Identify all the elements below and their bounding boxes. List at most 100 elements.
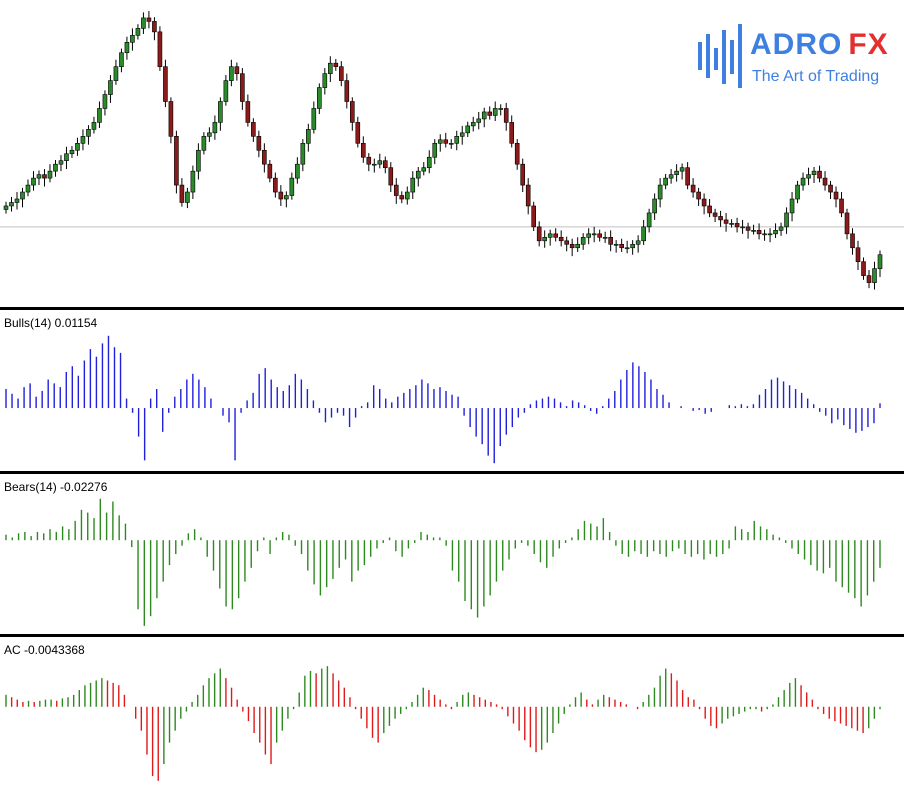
candle-body bbox=[597, 233, 602, 238]
candle-body bbox=[393, 184, 399, 196]
candle-body bbox=[454, 136, 460, 144]
pane-separator bbox=[0, 307, 904, 310]
candle-body bbox=[789, 198, 795, 214]
candle-body bbox=[668, 174, 674, 179]
candle-body bbox=[311, 108, 317, 130]
candle-body bbox=[36, 174, 42, 179]
candle-body bbox=[646, 212, 652, 228]
candle-body bbox=[251, 122, 256, 137]
candle-body bbox=[586, 233, 591, 238]
candle-body bbox=[141, 17, 146, 29]
candle-body bbox=[564, 240, 569, 245]
candle-body bbox=[602, 237, 608, 239]
candle-body bbox=[833, 191, 839, 200]
candle-body bbox=[86, 129, 91, 137]
candle-body bbox=[608, 237, 613, 245]
candle-body bbox=[811, 170, 817, 175]
candle-body bbox=[740, 226, 745, 229]
candle-body bbox=[344, 80, 350, 102]
candle-body bbox=[245, 101, 251, 123]
candle-body bbox=[174, 136, 179, 186]
candle-body bbox=[91, 122, 97, 130]
candle-body bbox=[723, 219, 729, 224]
candle-body bbox=[800, 177, 806, 186]
candle-body bbox=[443, 139, 449, 144]
bears-power-chart bbox=[5, 498, 881, 626]
candle-body bbox=[663, 177, 668, 186]
candle-body bbox=[547, 233, 553, 238]
candle-body bbox=[806, 174, 811, 179]
candle-body bbox=[855, 247, 861, 262]
candle-body bbox=[80, 136, 86, 144]
candle-body bbox=[9, 202, 14, 207]
candle-body bbox=[366, 156, 372, 165]
candle-body bbox=[273, 177, 278, 193]
candle-body bbox=[179, 184, 185, 203]
candle-body bbox=[306, 129, 311, 144]
logo-bars-icon bbox=[698, 24, 742, 88]
candle-body bbox=[839, 198, 844, 214]
bulls-label: Bulls(14) 0.01154 bbox=[4, 316, 98, 330]
candle-body bbox=[426, 156, 432, 168]
candle-body bbox=[817, 170, 822, 179]
candle-body bbox=[795, 184, 800, 200]
candle-body bbox=[399, 195, 405, 200]
candle-body bbox=[580, 237, 586, 245]
candle-body bbox=[410, 177, 416, 193]
candle-body bbox=[322, 73, 328, 88]
candle-body bbox=[262, 149, 267, 165]
candle-body bbox=[146, 17, 152, 22]
candle-body bbox=[119, 52, 124, 67]
ac-pane: AC -0.0043368 bbox=[0, 637, 904, 792]
candle-body bbox=[861, 261, 866, 276]
pane-separator bbox=[0, 634, 904, 637]
candle-body bbox=[201, 136, 207, 151]
ac-label: AC -0.0043368 bbox=[4, 643, 85, 657]
candle-body bbox=[355, 122, 361, 144]
candle-body bbox=[163, 66, 168, 102]
candle-body bbox=[339, 66, 344, 81]
candle-body bbox=[404, 191, 410, 200]
candle-body bbox=[371, 163, 377, 166]
candle-body bbox=[734, 223, 740, 228]
bulls-power-chart bbox=[5, 335, 881, 464]
candle-body bbox=[300, 142, 306, 165]
candle-body bbox=[685, 167, 690, 186]
candle-body bbox=[124, 42, 130, 54]
candle-body bbox=[558, 237, 564, 242]
candle-body bbox=[152, 21, 157, 33]
candle-body bbox=[108, 80, 113, 95]
candle-body bbox=[223, 80, 229, 102]
candle-body bbox=[185, 191, 190, 203]
candle-body bbox=[3, 205, 9, 210]
candle-body bbox=[168, 101, 174, 137]
candle-body bbox=[289, 177, 295, 196]
candle-body bbox=[591, 233, 597, 236]
candle-body bbox=[278, 191, 284, 200]
candle-body bbox=[481, 111, 487, 120]
candle-body bbox=[113, 66, 119, 81]
candle-body bbox=[437, 139, 443, 144]
candle-body bbox=[333, 62, 339, 67]
candle-body bbox=[256, 136, 262, 151]
candle-body bbox=[844, 212, 850, 235]
candle-body bbox=[553, 233, 558, 238]
candle-body bbox=[240, 73, 245, 102]
candle-body bbox=[509, 122, 515, 144]
candle-body bbox=[707, 205, 712, 214]
candle-body bbox=[531, 205, 536, 228]
candle-body bbox=[130, 35, 135, 43]
candle-body bbox=[207, 132, 212, 137]
candle-body bbox=[872, 268, 877, 283]
candle-body bbox=[20, 191, 25, 200]
candle-body bbox=[784, 212, 789, 228]
price-pane: ADRO FX The Art of Trading bbox=[0, 0, 904, 307]
candle-body bbox=[229, 66, 234, 81]
candle-body bbox=[328, 62, 333, 74]
candle-body bbox=[674, 170, 679, 175]
logo-wordmark: ADRO FX bbox=[750, 28, 889, 62]
bulls-pane: Bulls(14) 0.01154 bbox=[0, 310, 904, 471]
candle-body bbox=[196, 149, 201, 172]
logo-name-b: FX bbox=[848, 28, 889, 61]
candle-body bbox=[619, 243, 624, 249]
